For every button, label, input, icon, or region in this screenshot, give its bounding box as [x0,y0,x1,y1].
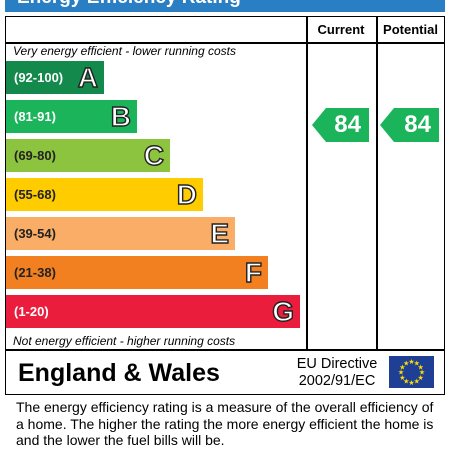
divider-potential [376,17,378,349]
band-letter: A [77,61,99,93]
band-letter: E [210,217,230,249]
star-icon: ★ [408,358,414,366]
band-letter: F [244,256,263,288]
current-arrow-shape [312,108,369,142]
potential-rating-value: 84 [404,111,431,138]
potential-rating-arrow: 84 [380,108,439,142]
divider-current [306,17,308,349]
region-label: England & Wales [18,359,220,387]
band-range-label: (69-80) [14,148,56,163]
star-icon: ★ [399,363,405,371]
eu-directive: EU Directive 2002/91/EC [292,356,382,390]
band-b: (81-91) B [6,100,137,133]
band-letter: D [176,178,198,210]
note-top: Very energy efficient - lower running co… [13,44,236,58]
star-icon: ★ [398,369,404,377]
column-header-current: Current [317,22,365,37]
star-icon: ★ [399,374,405,382]
star-icon: ★ [417,374,423,382]
band-a: (92-100) A [6,61,104,94]
directive-line-2: 2002/91/EC [298,373,376,389]
band-range-label: (1-20) [14,304,49,319]
directive-line-1: EU Directive [296,356,378,372]
chart-title: Energy Efficiency Rating [17,0,241,9]
eu-flag-icon: ★ ★ ★ ★ ★ ★ ★ ★ ★ ★ ★ ★ [389,356,434,388]
band-e: (39-54) E [6,217,235,250]
title-bar: Energy Efficiency Rating [5,0,445,12]
header-divider [6,42,444,44]
potential-arrow-shape [380,108,439,142]
band-letter: G [272,295,295,327]
star-icon: ★ [414,378,420,386]
star-icon: ★ [403,378,409,386]
column-header-potential: Potential [383,22,438,37]
band-g: (1-20) G [6,295,300,328]
star-icon: ★ [403,359,409,367]
band-range-label: (21-38) [14,265,56,280]
band-range-label: (92-100) [14,70,64,85]
star-icon: ★ [419,369,425,377]
band-c: (69-80) C [6,139,170,172]
energy-rating-chart: Current Potential Very energy efficient … [5,16,445,395]
rating-description: The energy efficiency rating is a measur… [16,399,434,448]
band-range-label: (81-91) [14,109,56,124]
band-letter: B [110,100,132,132]
band-d: (55-68) D [6,178,203,211]
current-rating-value: 84 [334,111,361,138]
footer-divider [6,349,444,351]
star-icon: ★ [414,359,420,367]
note-bottom: Not energy efficient - higher running co… [13,334,236,348]
star-icon: ★ [408,379,414,387]
band-range-label: (39-54) [14,226,56,241]
band-letter: C [143,139,165,171]
current-rating-arrow: 84 [312,108,369,142]
band-range-label: (55-68) [14,187,56,202]
star-icon: ★ [417,363,423,371]
band-f: (21-38) F [6,256,268,289]
